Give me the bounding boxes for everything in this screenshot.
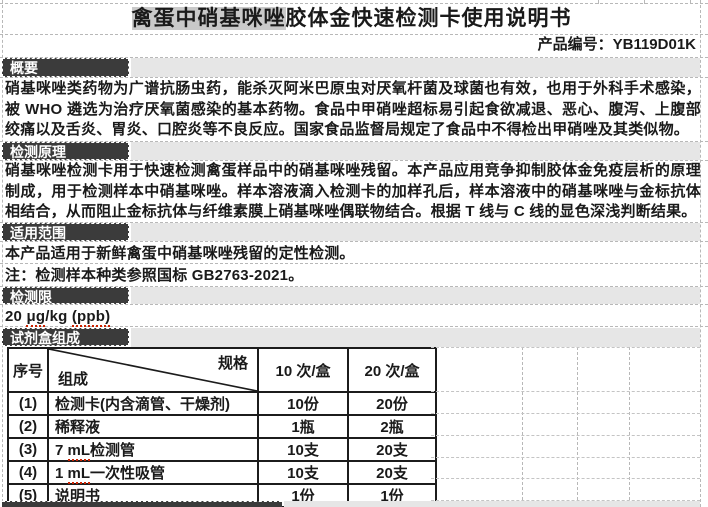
grid-vline <box>522 347 523 500</box>
grid-hseg <box>431 391 700 392</box>
grid-hline <box>0 3 708 4</box>
grid-hseg <box>431 413 700 414</box>
section-header-kit: 试剂盒组成 <box>2 328 129 346</box>
next-section-header-partial <box>2 501 282 507</box>
section-header-limit: 检测限 <box>2 287 129 305</box>
row-qty-20: 20支 <box>347 437 437 462</box>
grid-hline <box>0 263 708 264</box>
col-header-composition: 组成 <box>58 371 89 388</box>
row-qty-10: 10支 <box>257 460 349 485</box>
col-header-20-per-box: 20 次/盒 <box>347 347 437 393</box>
grid-hline <box>0 286 708 287</box>
row-index: (2) <box>7 414 49 439</box>
product-code: 产品编号：YB119D01K <box>537 36 696 53</box>
grid-hseg <box>431 347 700 348</box>
component-label: 检测卡(内含滴管、干燥剂) <box>55 396 230 413</box>
grid-hline <box>0 304 708 305</box>
col-header-10-per-box: 10 次/盒 <box>257 347 349 393</box>
row-qty-20: 2瓶 <box>347 414 437 439</box>
next-section-header-fill <box>284 501 700 507</box>
limit-unit-kg: /kg <box>45 308 72 325</box>
component-label: 7 <box>55 442 68 459</box>
grid-tick <box>644 0 645 4</box>
grid-hline <box>0 57 708 58</box>
grid-hline <box>0 141 708 142</box>
grid-tick <box>598 0 599 4</box>
component-label: 1 <box>55 465 68 482</box>
section-header-principle: 检测原理 <box>2 142 129 160</box>
grid-hline <box>0 34 708 35</box>
grid-hline <box>0 77 708 78</box>
row-index: (4) <box>7 460 49 485</box>
row-component: 7 mL检测管 <box>47 437 259 462</box>
diagonal-line <box>49 349 257 391</box>
limit-number: 20 <box>5 308 27 325</box>
row-index: (1) <box>7 391 49 416</box>
table-row: (3) 7 mL检测管 10支 20支 <box>7 437 437 462</box>
page-title-highlighted: 禽蛋中硝基咪唑 <box>131 7 286 30</box>
grid-vline <box>577 347 578 500</box>
grid-vline-left <box>2 0 3 507</box>
component-label-marked: mL <box>67 442 91 461</box>
grid-hseg <box>431 500 700 501</box>
row-index: (3) <box>7 437 49 462</box>
table-row: (4) 1 mL一次性吸管 10支 20支 <box>7 460 437 485</box>
section-header-scope-fill <box>131 223 700 241</box>
component-label: 一次性吸管 <box>90 465 166 482</box>
component-label: 稀释液 <box>55 419 101 436</box>
limit-unit-ppb: (ppb) <box>71 308 111 327</box>
limit-unit-ug: μg <box>26 308 46 327</box>
row-qty-10: 1瓶 <box>257 414 349 439</box>
component-label: 说明书 <box>55 488 101 505</box>
grid-tick <box>690 0 691 4</box>
col-header-spec: 规格 <box>217 355 248 372</box>
scope-line: 本产品适用于新鲜禽蛋中硝基咪唑残留的定性检测。 <box>5 245 355 262</box>
grid-hline <box>0 241 708 242</box>
table-row: (1) 检测卡(内含滴管、干燥剂) 10份 20份 <box>7 391 437 416</box>
section-header-kit-fill <box>131 328 700 347</box>
table-row: (2) 稀释液 1瓶 2瓶 <box>7 414 437 439</box>
row-qty-20: 20份 <box>347 391 437 416</box>
title-row: 禽蛋中硝基咪唑胶体金快速检测卡使用说明书 <box>3 4 700 34</box>
row-component: 1 mL一次性吸管 <box>47 460 259 485</box>
principle-body: 硝基咪唑检测卡用于快速检测禽蛋样品中的硝基咪唑残留。本产品应用竞争抑制胶体金免疫… <box>5 162 701 220</box>
product-code-row: 产品编号：YB119D01K <box>3 34 700 56</box>
row-qty-10: 10份 <box>257 391 349 416</box>
section-header-limit-fill <box>131 287 700 304</box>
component-label: 检测管 <box>90 442 136 459</box>
row-component: 稀释液 <box>47 414 259 439</box>
grid-hseg <box>431 478 700 479</box>
col-header-index: 序号 <box>7 347 49 393</box>
component-label-marked: mL <box>67 465 91 484</box>
page-title: 胶体金快速检测卡使用说明书 <box>285 7 572 30</box>
section-header-principle-fill <box>131 142 700 160</box>
section-header-summary-fill <box>131 58 700 77</box>
grid-hseg <box>431 435 700 436</box>
row-component: 检测卡(内含滴管、干燥剂) <box>47 391 259 416</box>
section-header-scope: 适用范围 <box>2 223 129 241</box>
scope-note: 注：检测样本种类参照国标 GB2763-2021。 <box>5 267 304 284</box>
row-qty-10: 10支 <box>257 437 349 462</box>
summary-body: 硝基咪唑类药物为广谱抗肠虫药，能杀灭阿米巴原虫对厌氧杆菌及球菌也有效，也用于外科… <box>5 80 701 138</box>
grid-vline <box>629 347 630 500</box>
table-header-row: 序号 规格 组成 10 次/盒 20 次/盒 <box>7 347 437 393</box>
col-header-diagonal: 规格 组成 <box>47 347 259 393</box>
grid-hseg <box>431 457 700 458</box>
detection-limit-value: 20 μg/kg (ppb) <box>5 307 701 328</box>
row-qty-20: 20支 <box>347 460 437 485</box>
section-header-summary: 概要 <box>2 58 129 77</box>
grid-vline-right <box>700 0 701 507</box>
grid-hline <box>0 326 708 327</box>
grid-hline <box>0 222 708 223</box>
kit-composition-table: 序号 规格 组成 10 次/盒 20 次/盒 (1) 检测卡(内含滴管、干燥剂)… <box>7 347 437 507</box>
grid-hline <box>0 160 708 161</box>
